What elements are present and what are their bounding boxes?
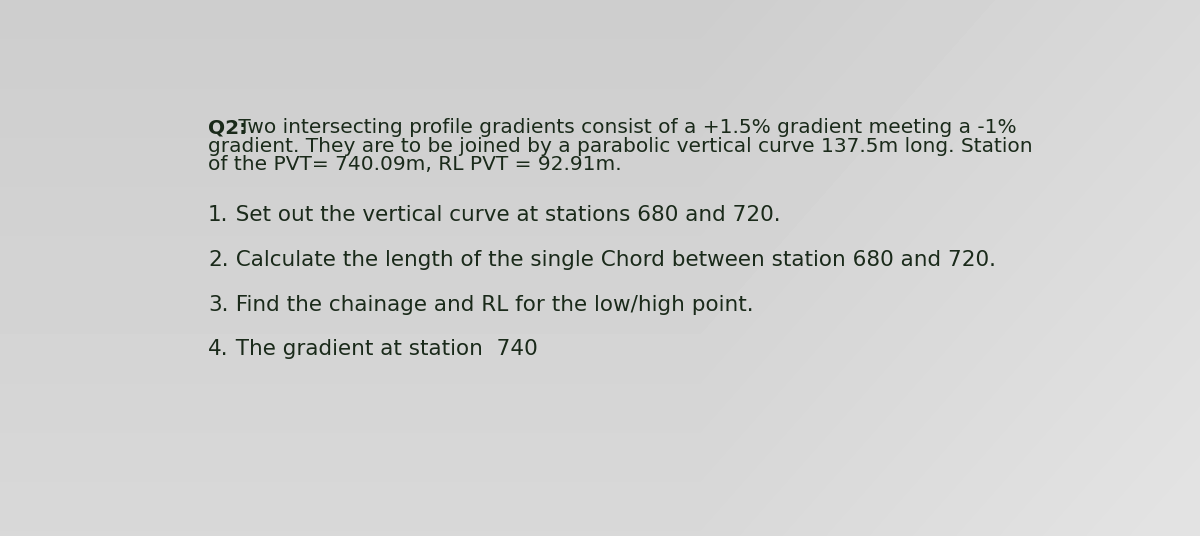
Text: 1.: 1. (208, 205, 229, 225)
Text: 3.: 3. (208, 295, 229, 315)
Text: The gradient at station  740: The gradient at station 740 (222, 339, 538, 359)
Text: Two intersecting profile gradients consist of a +1.5% gradient meeting a -1%: Two intersecting profile gradients consi… (232, 118, 1016, 137)
Text: Q2:: Q2: (208, 118, 247, 137)
Text: of the PVT= 740.09m, RL PVT = 92.91m.: of the PVT= 740.09m, RL PVT = 92.91m. (208, 155, 622, 174)
Text: 4.: 4. (208, 339, 229, 359)
Text: Find the chainage and RL for the low/high point.: Find the chainage and RL for the low/hig… (222, 295, 754, 315)
Text: 2.: 2. (208, 250, 229, 270)
Text: gradient. They are to be joined by a parabolic vertical curve 137.5m long. Stati: gradient. They are to be joined by a par… (208, 137, 1033, 155)
Text: Set out the vertical curve at stations 680 and 720.: Set out the vertical curve at stations 6… (222, 205, 781, 225)
Text: Calculate the length of the single Chord between station 680 and 720.: Calculate the length of the single Chord… (222, 250, 996, 270)
